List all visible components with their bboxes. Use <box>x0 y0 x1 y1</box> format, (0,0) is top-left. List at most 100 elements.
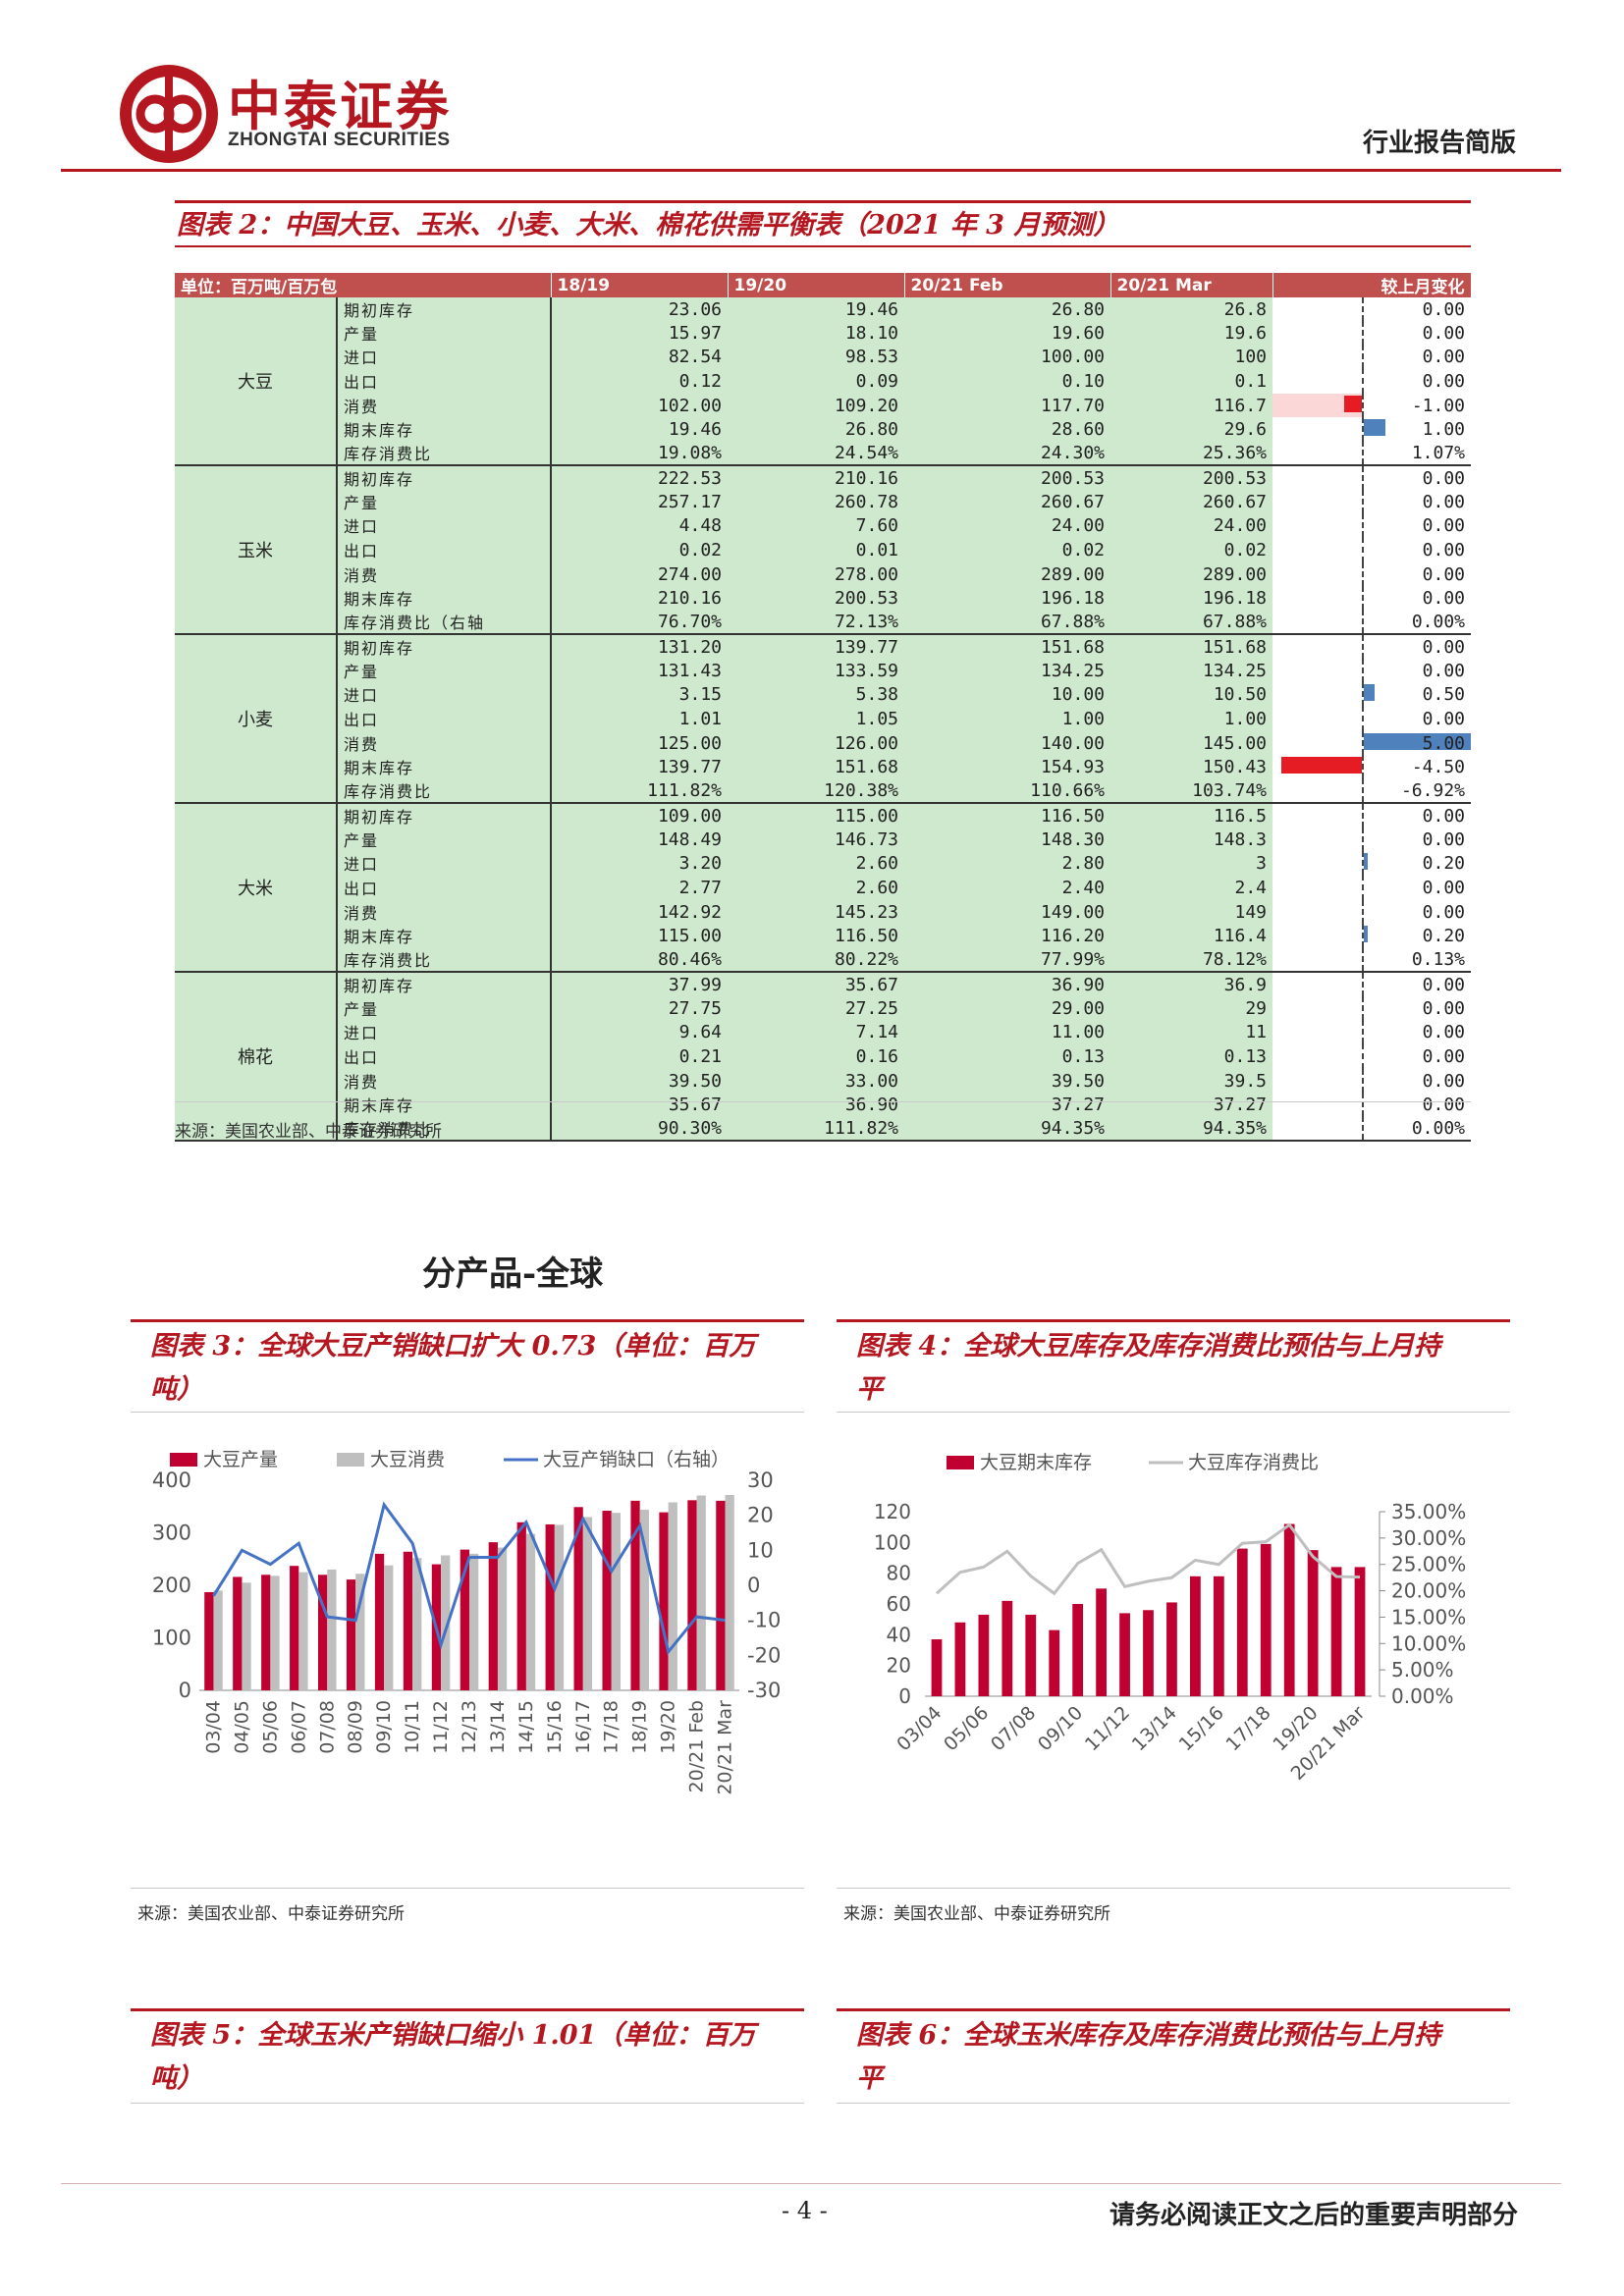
change-bar-cell <box>1272 731 1363 755</box>
legend-swatch-consumption <box>337 1453 364 1467</box>
value-cell: 0.01 <box>728 537 904 562</box>
positive-change-bar <box>1365 853 1369 870</box>
item-label: 期末库存 <box>337 924 552 947</box>
change-value: 0.50 <box>1422 683 1465 705</box>
value-cell: 3.15 <box>551 682 728 706</box>
change-value: 0.00 <box>1422 1045 1465 1067</box>
positive-change-bar <box>1365 733 1471 750</box>
stock-bar <box>931 1639 943 1696</box>
change-value: 0.00 <box>1422 491 1465 512</box>
figure2-top-rule <box>175 200 1471 203</box>
value-cell: 80.46% <box>551 947 728 973</box>
item-label: 进口 <box>337 682 552 706</box>
stock-bar <box>978 1614 990 1696</box>
change-cell: 0.13% <box>1362 947 1471 973</box>
value-cell: 3.20 <box>551 851 728 875</box>
value-cell: 2.40 <box>904 875 1110 900</box>
value-cell: 131.20 <box>551 634 728 659</box>
col-1819: 18/19 <box>551 273 729 297</box>
y-tick-label: 100 <box>152 1627 191 1650</box>
value-cell: 222.53 <box>551 465 728 490</box>
table-row: 消费 39.50 33.00 39.50 39.5 0.00 <box>175 1069 1471 1093</box>
negative-change-bar <box>1281 757 1362 774</box>
ratio-line <box>935 1522 1361 1596</box>
value-cell: 148.30 <box>904 828 1110 851</box>
y-tick-label: 60 <box>887 1592 911 1616</box>
value-cell: 18.10 <box>728 321 904 345</box>
x-tick-label: 13/14 <box>1128 1702 1181 1755</box>
value-cell: 27.25 <box>728 996 904 1020</box>
stock-bar <box>1283 1523 1295 1696</box>
x-tick-label: 07/08 <box>987 1702 1040 1755</box>
change-bar-cell <box>1272 659 1363 682</box>
figure6-title-line2: 平 <box>856 2063 883 2094</box>
y2-tick-label: 20 <box>747 1504 774 1527</box>
table-row: 期初库存 222.53 210.16 200.53 200.53 0.00 <box>175 465 1471 490</box>
change-value: 0.00 <box>1422 563 1465 585</box>
group-label-cell <box>175 1020 338 1043</box>
change-bar-cell <box>1272 368 1363 394</box>
value-cell: 145.23 <box>728 900 904 924</box>
company-name-cn: 中泰证券 <box>228 76 452 137</box>
change-value: 0.00 <box>1422 514 1465 536</box>
production-bar <box>687 1500 697 1690</box>
company-name-en: ZHONGTAI SECURITIES <box>228 130 451 150</box>
item-label: 期初库存 <box>337 634 552 659</box>
production-bar <box>374 1553 385 1690</box>
figure3-bottom-rule <box>131 1888 804 1889</box>
change-value: 0.00 <box>1422 708 1465 729</box>
change-value: 0.13% <box>1411 948 1465 970</box>
group-label-cell <box>175 659 338 682</box>
value-cell: 134.25 <box>904 659 1110 682</box>
change-bar-cell <box>1272 465 1363 490</box>
y2-tick-label: -20 <box>747 1643 781 1667</box>
section-title: 分产品-全球 <box>422 1255 604 1294</box>
x-tick-label: 11/12 <box>1081 1702 1134 1755</box>
legend-label-gap: 大豆产销缺口（右轴） <box>543 1449 730 1470</box>
value-cell: 146.73 <box>728 828 904 851</box>
change-value: 1.00 <box>1422 418 1465 440</box>
value-cell: 7.60 <box>728 513 904 537</box>
value-cell: 0.02 <box>904 537 1110 562</box>
change-bar-cell <box>1272 778 1363 804</box>
value-cell: 36.9 <box>1110 972 1272 996</box>
production-bar <box>233 1576 243 1690</box>
value-cell: 151.68 <box>728 755 904 778</box>
table-row: 进口 3.20 2.60 2.80 3 0.20 <box>175 851 1471 875</box>
production-bar <box>318 1575 328 1690</box>
change-cell: -6.92% <box>1362 778 1471 804</box>
group-label-cell <box>175 394 338 417</box>
table-row: 库存消费比 80.46% 80.22% 77.99% 78.12% 0.13% <box>175 947 1471 973</box>
value-cell: 19.08% <box>551 441 728 466</box>
value-cell: 80.22% <box>728 947 904 973</box>
value-cell: 26.80 <box>728 417 904 441</box>
consumption-bar <box>497 1547 508 1690</box>
item-label: 消费 <box>337 1069 552 1093</box>
production-bar <box>659 1512 669 1690</box>
value-cell: 100.00 <box>904 345 1110 368</box>
value-cell: 0.10 <box>904 368 1110 394</box>
value-cell: 274.00 <box>551 562 728 586</box>
value-cell: 116.50 <box>904 803 1110 828</box>
value-cell: 19.6 <box>1110 321 1272 345</box>
item-label: 消费 <box>337 731 552 755</box>
change-value: 0.00 <box>1422 467 1465 489</box>
y2-tick-label: 25.00% <box>1391 1553 1466 1576</box>
x-tick-label: 08/09 <box>345 1700 366 1754</box>
legend-label-stock: 大豆期末库存 <box>980 1452 1092 1473</box>
y-tick-label: 0 <box>179 1679 191 1702</box>
group-label-cell <box>175 924 338 947</box>
footer-divider <box>61 2183 1561 2184</box>
change-cell: 0.00 <box>1362 562 1471 586</box>
x-tick-label: 20/21 Feb <box>686 1700 708 1792</box>
figure6-title-rule <box>837 2103 1510 2104</box>
figure4-title-line1: 图表 4：全球大豆库存及库存消费比预估与上月持 <box>856 1331 1441 1362</box>
x-tick-label: 11/12 <box>430 1700 452 1754</box>
value-cell: 1.05 <box>728 706 904 731</box>
value-cell: 0.02 <box>551 537 728 562</box>
x-tick-label: 12/13 <box>459 1700 480 1754</box>
consumption-bar <box>327 1569 337 1690</box>
item-label: 库存消费比 <box>337 441 552 466</box>
figure3-title-rule <box>131 1412 804 1413</box>
value-cell: 27.75 <box>551 996 728 1020</box>
